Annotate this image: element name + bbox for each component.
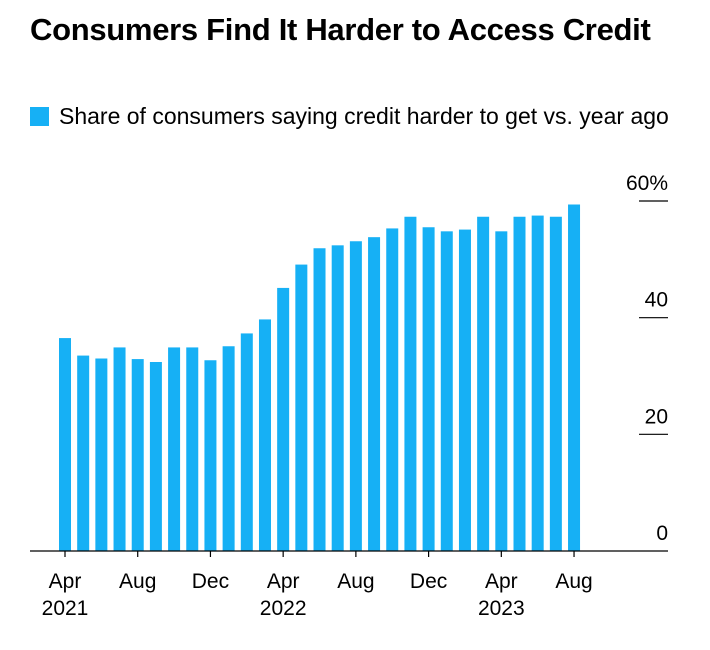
- x-tick-label-apr-3: Apr: [267, 570, 300, 593]
- bar-jun-2022: [313, 248, 326, 551]
- chart-title: Consumers Find It Harder to Access Credi…: [30, 12, 651, 47]
- x-tick-label-apr-0: Apr: [49, 570, 82, 593]
- bar-jan-2023: [440, 231, 453, 551]
- bar-jun-2023: [531, 215, 544, 551]
- bar-nov-2022: [404, 216, 417, 551]
- bar-mar-2022: [258, 319, 271, 551]
- bar-mar-2023: [477, 216, 490, 551]
- bar-oct-2022: [386, 228, 399, 552]
- bar-may-2023: [513, 216, 526, 551]
- x-tick-year-2021: 2021: [42, 597, 89, 620]
- bar-aug-2023: [568, 204, 581, 551]
- bar-may-2021: [77, 355, 90, 551]
- y-tick-label-60: 60%: [626, 172, 668, 195]
- bar-jun-2021: [95, 358, 108, 551]
- bar-may-2022: [295, 264, 308, 551]
- y-tick-label-0: 0: [656, 522, 668, 545]
- legend-swatch: [30, 107, 49, 126]
- y-tick-label-20: 20: [645, 405, 668, 428]
- bar-oct-2021: [168, 347, 181, 551]
- x-tick-label-aug-7: Aug: [555, 570, 592, 593]
- x-tick-year-2023: 2023: [478, 597, 525, 620]
- bar-aug-2021: [131, 359, 144, 551]
- x-tick-label-aug-4: Aug: [337, 570, 374, 593]
- x-tick-year-2022: 2022: [260, 597, 307, 620]
- bar-dec-2022: [422, 227, 435, 551]
- legend: Share of consumers saying credit harder …: [30, 102, 700, 131]
- bar-jul-2023: [549, 216, 562, 551]
- bar-nov-2021: [186, 347, 199, 551]
- x-tick-label-aug-1: Aug: [119, 570, 156, 593]
- bar-apr-2021: [59, 338, 71, 551]
- x-tick-label-dec-5: Dec: [410, 570, 447, 593]
- x-tick-label-dec-2: Dec: [192, 570, 229, 593]
- bar-jan-2022: [222, 346, 235, 551]
- bar-jul-2021: [113, 347, 126, 551]
- x-tick-label-apr-6: Apr: [485, 570, 518, 593]
- bar-jul-2022: [331, 245, 344, 551]
- bar-apr-2023: [495, 231, 508, 551]
- legend-label: Share of consumers saying credit harder …: [59, 103, 669, 129]
- bar-dec-2021: [204, 360, 217, 551]
- bar-feb-2023: [458, 229, 471, 551]
- bar-sep-2021: [149, 362, 162, 551]
- bar-feb-2022: [240, 333, 253, 551]
- bar-sep-2022: [368, 237, 381, 552]
- y-tick-label-40: 40: [645, 289, 668, 312]
- bar-apr-2022: [277, 287, 290, 551]
- bar-aug-2022: [349, 241, 362, 551]
